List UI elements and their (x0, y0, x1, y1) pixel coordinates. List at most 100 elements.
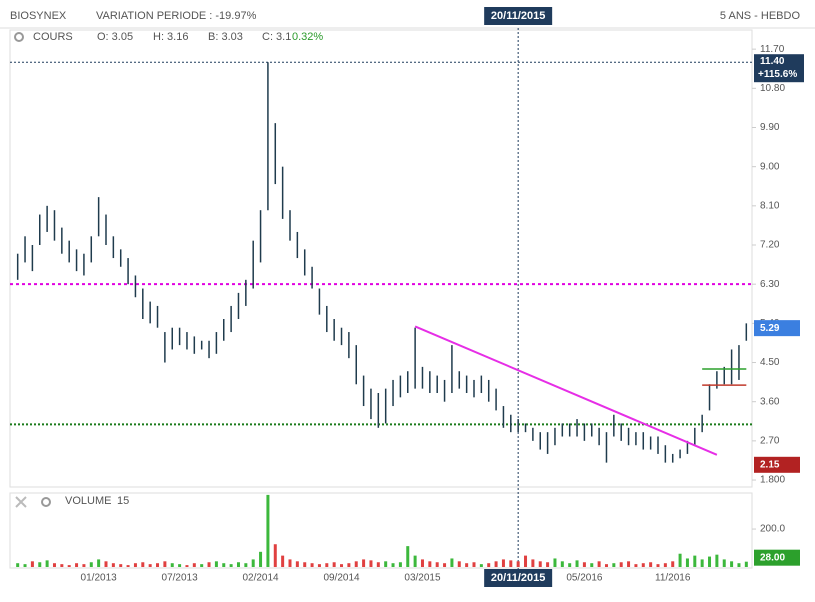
volume-bar (192, 563, 196, 567)
volume-bar (288, 559, 292, 567)
price-badge-label: 28.00 (760, 552, 785, 563)
header-title: BIOSYNEX (10, 10, 67, 22)
volume-bar (126, 565, 130, 567)
volume-bar (347, 563, 351, 567)
volume-bar (89, 562, 93, 567)
crosshair-label: 20/11/2015 (491, 572, 545, 584)
volume-bar (715, 554, 719, 567)
volume-bar (443, 563, 447, 567)
volume-bar (663, 563, 667, 567)
volume-bar (575, 560, 579, 567)
price-panel (9, 29, 753, 488)
volume-bar (538, 561, 542, 567)
volume-bar (340, 564, 344, 567)
volume-bar (82, 564, 86, 567)
volume-bar (649, 562, 653, 567)
header-variation: VARIATION PERIODE : -19.97% (96, 10, 257, 22)
volume-bar (30, 561, 34, 567)
volume-bar (671, 561, 675, 567)
volume-label: VOLUME (65, 495, 111, 507)
volume-bar (450, 558, 454, 567)
y-tick-label: 1.800 (760, 475, 785, 486)
header-period: 5 ANS - HEBDO (720, 10, 801, 22)
volume-bar (332, 562, 336, 567)
volume-bar (737, 563, 741, 567)
volume-bar (678, 553, 682, 567)
volume-bar (420, 559, 424, 567)
settings-icon[interactable] (14, 32, 24, 42)
volume-bar (45, 560, 49, 567)
volume-bar (553, 558, 557, 567)
volume-period: 15 (117, 495, 129, 507)
volume-bar (546, 562, 550, 567)
volume-bar (479, 564, 483, 567)
volume-bar (700, 559, 704, 567)
high-badge (754, 54, 804, 83)
y-tick-label: 200.0 (760, 524, 785, 535)
volume-bar (501, 559, 505, 567)
volume-bar (133, 563, 137, 567)
volume-bar (16, 563, 20, 567)
volume-bar (185, 565, 189, 567)
volume-bar (273, 544, 277, 567)
high-label: 11.40 (760, 56, 785, 67)
volume-bar (693, 555, 697, 567)
legend-open: O: 3.05 (97, 31, 133, 43)
x-tick-label: 11/2016 (655, 573, 691, 584)
price-badge-label: 5.29 (760, 323, 780, 334)
volume-bar (362, 559, 366, 567)
y-tick-label: 9.00 (760, 161, 780, 172)
volume-bar (494, 561, 498, 567)
volume-bar (60, 564, 64, 567)
y-tick-label: 3.60 (760, 396, 780, 407)
y-tick-label: 6.30 (760, 279, 780, 290)
volume-bar (23, 564, 27, 567)
volume-bar (295, 561, 299, 567)
price-badge-label: 2.15 (760, 459, 780, 470)
settings-icon[interactable] (41, 497, 51, 507)
volume-bar (376, 562, 380, 567)
volume-bar (524, 555, 528, 567)
volume-bar (67, 565, 71, 567)
volume-bar (560, 561, 564, 567)
volume-bar (214, 561, 218, 567)
close-icon[interactable] (15, 496, 27, 508)
volume-bar (634, 564, 638, 567)
y-tick-label: 8.10 (760, 200, 780, 211)
y-tick-label: 4.50 (760, 357, 780, 368)
volume-bar (627, 561, 631, 567)
volume-bar (457, 561, 461, 567)
volume-bar (590, 563, 594, 567)
crosshair-box (484, 569, 553, 587)
x-tick-label: 05/2016 (566, 573, 603, 584)
legend-label: COURS (33, 31, 73, 43)
volume-bar (148, 564, 152, 567)
volume-bar (641, 563, 645, 567)
volume-bar (222, 563, 226, 567)
y-tick-label: 10.80 (760, 83, 785, 94)
volume-bar (325, 563, 329, 567)
volume-bar (391, 563, 395, 567)
legend-close: C: 3.1 (262, 31, 291, 43)
crosshair-label: 20/11/2015 (491, 10, 545, 22)
legend-change: 0.32% (292, 31, 323, 43)
volume-bar (244, 563, 248, 567)
volume-bar (531, 559, 535, 567)
price-badge (754, 456, 800, 473)
volume-bar (472, 562, 476, 567)
high-change: +115.6% (758, 69, 797, 80)
x-tick-label: 01/2013 (81, 573, 118, 584)
volume-bar (266, 494, 270, 567)
crosshair-box (484, 7, 553, 25)
volume-bar (604, 564, 608, 567)
volume-bar (612, 563, 616, 567)
volume-bar (435, 562, 439, 567)
volume-bar (303, 562, 307, 567)
volume-bar (685, 558, 689, 567)
y-tick-label: 9.90 (760, 122, 780, 133)
volume-bar (178, 564, 182, 567)
volume-bar (398, 562, 402, 567)
